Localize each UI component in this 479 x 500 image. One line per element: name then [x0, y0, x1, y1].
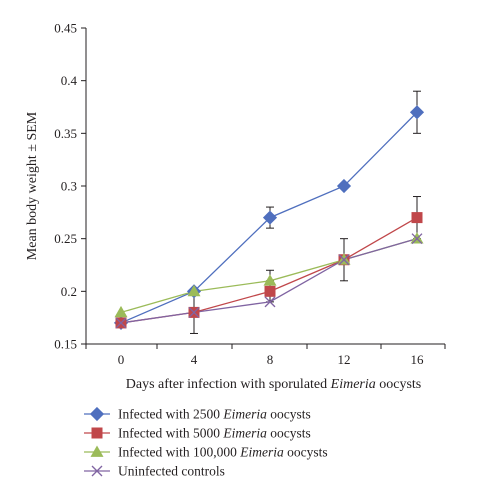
- series-markers: [113, 105, 425, 330]
- series-4-point: [338, 254, 350, 266]
- ticks: 0.15 0.2 0.25 0.3 0.35 0.4 0.45 0 4 8 12 16: [54, 21, 446, 367]
- x-axis-title-part: oocysts: [376, 377, 422, 392]
- series-1-point: [409, 105, 425, 120]
- x-axis-title-part: Days after infection with sporulated: [126, 377, 331, 392]
- legend-marker: [91, 465, 103, 477]
- legend: Infected with 2500 Eimeria oocystsInfect…: [84, 407, 328, 479]
- y-tick-label: 0.45: [54, 21, 77, 36]
- legend-label-part: Eimeria: [222, 426, 267, 441]
- legend-label-part: Infected with 100,000: [118, 445, 240, 460]
- legend-marker: [90, 445, 104, 457]
- y-axis-title: Mean body weight ± SEM: [25, 111, 40, 260]
- x-axis-title: Days after infection with sporulated Eim…: [126, 377, 422, 392]
- legend-item: Uninfected controls: [84, 464, 225, 479]
- legend-label-part: oocysts: [267, 407, 311, 422]
- legend-label-part: Uninfected controls: [118, 464, 225, 479]
- legend-label: Infected with 5000 Eimeria oocysts: [118, 426, 311, 441]
- series-4-point: [264, 296, 276, 308]
- series-4-point: [188, 306, 200, 318]
- legend-label: Infected with 100,000 Eimeria oocysts: [118, 445, 328, 460]
- series-4-point: [411, 233, 423, 245]
- x-axis-title-part-italic: Eimeria: [330, 377, 376, 392]
- legend-label-part: oocysts: [267, 426, 311, 441]
- legend-label-part: Eimeria: [222, 407, 267, 422]
- series-3-point: [187, 284, 201, 297]
- series-4-point: [115, 317, 127, 329]
- legend-label: Uninfected controls: [118, 464, 225, 479]
- x-tick-label: 8: [267, 352, 274, 367]
- x-tick-label: 12: [338, 352, 351, 367]
- y-tick-label: 0.15: [54, 337, 77, 352]
- legend-label-part: Infected with 2500: [118, 407, 223, 422]
- legend-item: Infected with 2500 Eimeria oocysts: [84, 407, 311, 422]
- series-3-point: [263, 274, 277, 286]
- legend-label: Infected with 2500 Eimeria oocysts: [118, 407, 311, 422]
- x-tick-label: 4: [191, 352, 198, 367]
- y-tick-label: 0.25: [54, 231, 77, 246]
- series-3-point: [114, 305, 128, 318]
- x-tick-label: 16: [411, 352, 425, 367]
- legend-label-part: Infected with 5000: [118, 426, 223, 441]
- legend-label-part: Eimeria: [239, 445, 284, 460]
- legend-item: Infected with 100,000 Eimeria oocysts: [84, 445, 328, 460]
- x-tick-label: 0: [118, 352, 125, 367]
- legend-marker: [91, 427, 103, 439]
- error-bars: [190, 90, 421, 334]
- series-1-point: [336, 178, 352, 194]
- series-2-point: [264, 285, 276, 297]
- y-tick-label: 0.4: [61, 73, 78, 88]
- legend-marker: [89, 406, 105, 422]
- y-tick-label: 0.2: [61, 284, 77, 299]
- legend-item: Infected with 5000 Eimeria oocysts: [84, 426, 311, 441]
- y-tick-label: 0.35: [54, 126, 77, 141]
- series-2-point: [411, 212, 423, 224]
- series-1-point: [262, 210, 278, 225]
- legend-label-part: oocysts: [284, 445, 328, 460]
- y-tick-label: 0.3: [61, 179, 77, 194]
